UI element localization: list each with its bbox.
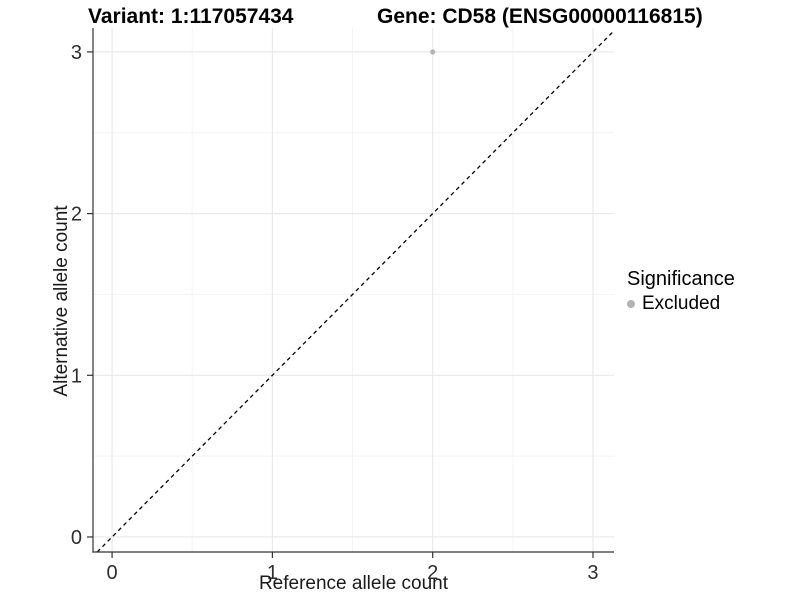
- legend-title: Significance: [627, 268, 735, 290]
- legend: Significance Excluded: [627, 266, 735, 315]
- legend-item-label: Excluded: [642, 293, 721, 314]
- y-tick-label: 1: [71, 365, 82, 387]
- data-point: [430, 49, 436, 55]
- x-tick-label: 1: [267, 562, 278, 584]
- y-tick-label: 3: [71, 42, 82, 64]
- legend-point-icon: [627, 300, 635, 308]
- x-tick-label: 3: [587, 562, 598, 584]
- plot-title-variant: Variant: 1:117057434: [88, 5, 294, 28]
- x-tick-label: 0: [107, 562, 118, 584]
- legend-item-excluded: Excluded: [627, 293, 735, 315]
- y-axis-title: Alternative allele count: [51, 205, 72, 397]
- identity-line: [96, 30, 615, 553]
- y-tick-label: 2: [71, 204, 82, 226]
- x-axis-title: Reference allele count: [258, 573, 449, 594]
- y-tick-label: 0: [71, 527, 82, 549]
- plot-title-gene: Gene: CD58 (ENSG00000116815): [377, 5, 703, 28]
- x-tick-label: 2: [427, 562, 438, 584]
